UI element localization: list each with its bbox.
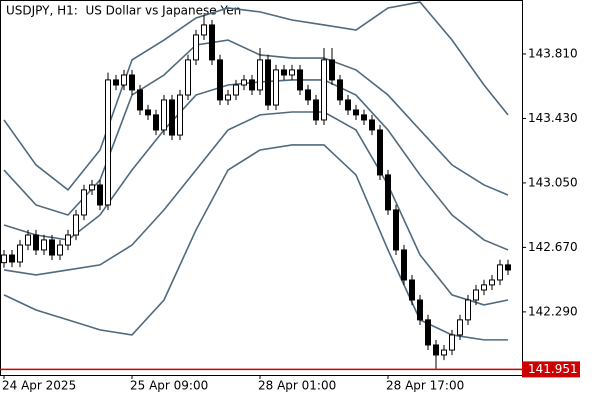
- price-label-box: [522, 361, 580, 378]
- candle-body: [505, 264, 511, 271]
- candle-body: [9, 254, 15, 263]
- candle-body: [465, 299, 471, 321]
- candle-body: [273, 69, 279, 106]
- candle-body: [329, 59, 335, 81]
- candle-body: [409, 279, 415, 301]
- candle-body: [345, 99, 351, 111]
- price-label: 141.951: [528, 362, 578, 376]
- candle-body: [369, 119, 375, 131]
- candle-body: [49, 239, 55, 256]
- candle-body: [41, 239, 47, 251]
- y-tick-label: 142.670: [528, 240, 578, 254]
- candle-body: [65, 234, 71, 246]
- candle-body: [289, 69, 295, 76]
- band-line: [3, 1, 509, 191]
- candle-body: [201, 24, 207, 36]
- candle-body: [169, 99, 175, 136]
- candle-body: [449, 334, 455, 351]
- candle-body: [257, 59, 263, 91]
- candle-body: [385, 174, 391, 211]
- candle-body: [137, 89, 143, 111]
- candle-body: [209, 24, 215, 61]
- candle-body: [417, 299, 423, 321]
- candle-body: [225, 94, 231, 101]
- candle-body: [105, 79, 111, 206]
- x-tick-label: 25 Apr 09:00: [130, 379, 208, 393]
- candle-body: [17, 244, 23, 263]
- band-line: [3, 79, 509, 251]
- candle-body: [489, 279, 495, 286]
- candle-body: [161, 99, 167, 131]
- candle-body: [89, 184, 95, 191]
- candle-body: [153, 114, 159, 131]
- candle-body: [265, 59, 271, 106]
- chart-title: USDJPY, H1: US Dollar vs Japanese Yen: [6, 4, 241, 18]
- candle-body: [337, 79, 343, 101]
- candle-body: [145, 109, 151, 116]
- x-tick-label: 28 Apr 17:00: [386, 379, 464, 393]
- candle-body: [73, 214, 79, 236]
- candle-body: [497, 264, 503, 281]
- x-tick-label: 28 Apr 01:00: [258, 379, 336, 393]
- band-line: [3, 111, 509, 306]
- candle-body: [241, 79, 247, 86]
- candle-body: [457, 319, 463, 336]
- candle-body: [401, 249, 407, 281]
- candle-body: [177, 94, 183, 136]
- x-tick-label: 24 Apr 2025: [2, 379, 76, 393]
- candle-body: [249, 79, 255, 91]
- band-line: [3, 39, 509, 216]
- candle-body: [97, 184, 103, 206]
- candle-body: [313, 99, 319, 121]
- candle-body: [217, 59, 223, 101]
- candle-body: [305, 89, 311, 101]
- candle-body: [121, 74, 127, 86]
- y-tick-label: 143.050: [528, 175, 578, 189]
- candle-body: [33, 234, 39, 251]
- y-tick-label: 143.430: [528, 111, 578, 125]
- candle-body: [321, 59, 327, 121]
- candle-body: [1, 254, 7, 264]
- candle-body: [185, 59, 191, 96]
- candle-body: [25, 234, 31, 246]
- candle-body: [481, 284, 487, 291]
- candle-body: [113, 79, 119, 86]
- candle-body: [473, 289, 479, 301]
- candle-body: [433, 344, 439, 356]
- candle-body: [233, 84, 239, 96]
- candle-body: [425, 319, 431, 346]
- candle-body: [297, 69, 303, 91]
- candle-body: [193, 34, 199, 61]
- candle-body: [393, 209, 399, 251]
- plot-frame: [0, 0, 523, 376]
- candle-body: [81, 189, 87, 216]
- candle-body: [353, 109, 359, 116]
- candle-body: [129, 74, 135, 91]
- candle-body: [57, 244, 63, 256]
- y-tick-label: 142.290: [528, 304, 578, 318]
- candle-body: [377, 129, 383, 176]
- candle-body: [281, 69, 287, 76]
- candle-body: [441, 349, 447, 356]
- y-tick-label: 143.810: [528, 46, 578, 60]
- candle-body: [361, 114, 367, 121]
